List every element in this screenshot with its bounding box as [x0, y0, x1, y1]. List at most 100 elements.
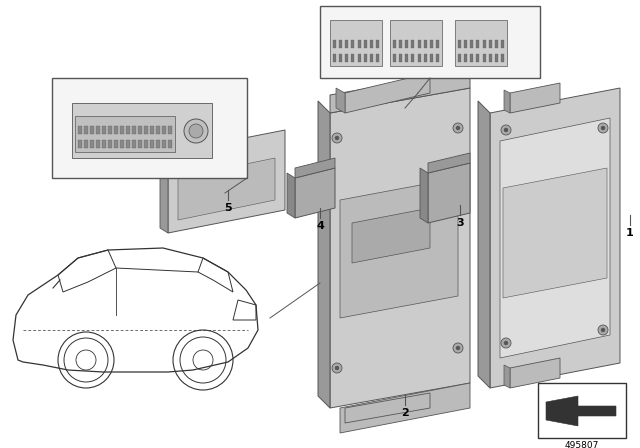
Polygon shape — [428, 153, 470, 173]
Polygon shape — [295, 158, 335, 178]
Bar — [424, 40, 427, 48]
Polygon shape — [287, 173, 295, 218]
Bar — [78, 126, 82, 134]
Circle shape — [335, 136, 339, 140]
Polygon shape — [330, 88, 470, 408]
Polygon shape — [352, 208, 430, 263]
Bar — [333, 40, 336, 48]
Bar — [132, 126, 136, 134]
Circle shape — [601, 328, 605, 332]
Bar — [483, 40, 486, 48]
Bar — [84, 140, 88, 148]
Bar — [138, 140, 142, 148]
Circle shape — [456, 126, 460, 130]
Bar — [436, 54, 439, 62]
Bar — [162, 126, 166, 134]
Polygon shape — [420, 168, 428, 223]
Circle shape — [601, 126, 605, 130]
Circle shape — [501, 125, 511, 135]
Bar — [351, 40, 355, 48]
Polygon shape — [428, 163, 470, 223]
Bar — [393, 40, 396, 48]
Text: 5: 5 — [224, 203, 232, 213]
Bar — [114, 140, 118, 148]
Circle shape — [184, 119, 208, 143]
Circle shape — [335, 366, 339, 370]
Circle shape — [453, 343, 463, 353]
Bar — [495, 54, 498, 62]
Bar — [102, 140, 106, 148]
Bar — [358, 54, 360, 62]
Polygon shape — [490, 88, 620, 388]
Text: 1: 1 — [626, 228, 634, 238]
Text: 2: 2 — [401, 408, 409, 418]
Bar — [330, 20, 382, 66]
Bar — [346, 40, 348, 48]
Bar — [72, 103, 212, 158]
Bar — [538, 383, 626, 438]
Bar — [162, 140, 166, 148]
Circle shape — [189, 124, 203, 138]
Polygon shape — [330, 70, 470, 113]
Bar — [364, 40, 367, 48]
Bar — [78, 140, 82, 148]
Text: 495807: 495807 — [565, 441, 599, 448]
Polygon shape — [340, 383, 470, 433]
Polygon shape — [504, 365, 510, 388]
Bar — [455, 20, 507, 66]
Bar — [412, 54, 415, 62]
Bar — [501, 40, 504, 48]
Polygon shape — [504, 90, 510, 113]
Polygon shape — [168, 130, 285, 233]
Polygon shape — [546, 396, 616, 426]
Bar — [464, 40, 467, 48]
Polygon shape — [510, 83, 560, 113]
Bar — [120, 140, 124, 148]
Bar — [75, 116, 175, 152]
Polygon shape — [503, 168, 607, 298]
Bar — [168, 140, 172, 148]
Circle shape — [453, 123, 463, 133]
Bar — [483, 54, 486, 62]
Bar — [96, 126, 100, 134]
Bar — [364, 54, 367, 62]
Circle shape — [504, 341, 508, 345]
Polygon shape — [500, 118, 610, 358]
Bar — [464, 54, 467, 62]
Bar — [489, 54, 492, 62]
Bar — [458, 40, 461, 48]
Bar — [424, 54, 427, 62]
Polygon shape — [478, 101, 490, 388]
Bar — [393, 54, 396, 62]
Bar — [90, 126, 94, 134]
Bar — [339, 54, 342, 62]
Bar — [168, 126, 172, 134]
Bar — [399, 54, 402, 62]
Polygon shape — [318, 101, 330, 408]
Text: 3: 3 — [456, 218, 464, 228]
Circle shape — [598, 123, 608, 133]
Bar — [108, 126, 112, 134]
Bar — [126, 126, 130, 134]
Bar — [390, 20, 442, 66]
Bar — [144, 140, 148, 148]
Bar — [102, 126, 106, 134]
Bar — [501, 54, 504, 62]
Bar — [370, 40, 373, 48]
Bar — [358, 40, 360, 48]
Bar — [399, 40, 402, 48]
Bar — [150, 126, 154, 134]
Polygon shape — [295, 168, 335, 218]
Bar — [114, 126, 118, 134]
Polygon shape — [336, 88, 345, 113]
Bar — [346, 54, 348, 62]
Bar — [339, 40, 342, 48]
Bar — [376, 54, 379, 62]
Bar — [430, 40, 433, 48]
Bar — [476, 54, 479, 62]
Bar — [376, 40, 379, 48]
Bar — [138, 126, 142, 134]
Bar — [405, 54, 408, 62]
Circle shape — [504, 128, 508, 132]
Bar — [156, 126, 160, 134]
